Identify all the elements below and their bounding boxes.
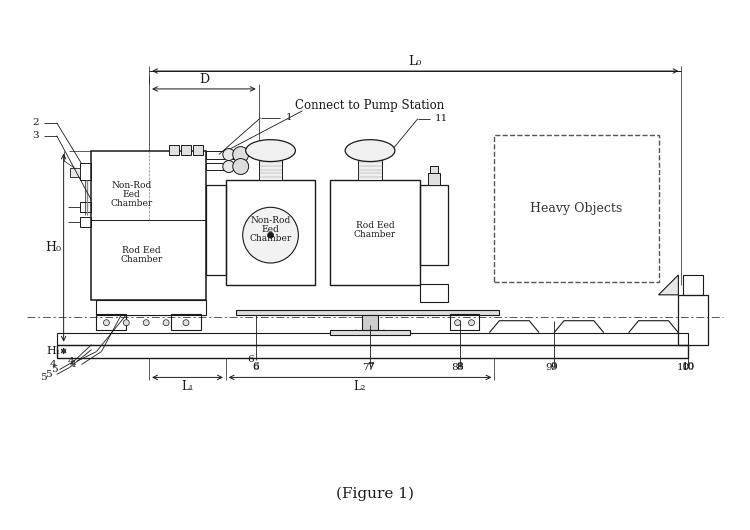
Bar [70,167,80,178]
Circle shape [243,207,298,263]
Circle shape [232,147,249,163]
Text: Non-Rod: Non-Rod [111,181,152,190]
Bar [330,180,420,285]
Text: Chamber: Chamber [120,254,162,263]
Bar [679,295,708,344]
Text: 6: 6 [248,355,254,364]
Bar [427,173,439,185]
Text: 8: 8 [456,363,463,372]
Bar [193,145,203,155]
Bar [92,151,206,300]
Text: 8: 8 [456,362,463,371]
Circle shape [223,161,235,172]
Bar [226,180,315,285]
Bar [358,158,382,180]
Bar [80,163,92,180]
Ellipse shape [345,140,395,162]
Bar [420,186,448,265]
Bar [420,284,448,302]
Circle shape [232,158,249,174]
Text: 2: 2 [32,118,39,127]
Text: Chamber: Chamber [110,199,152,208]
Circle shape [469,320,475,325]
Bar [206,186,226,275]
Bar [330,330,410,334]
Text: L₀: L₀ [409,55,422,67]
Bar [97,314,126,330]
Text: 6: 6 [252,362,259,371]
Text: H₀: H₀ [46,241,62,254]
Text: 10: 10 [676,363,690,372]
Text: L₂: L₂ [354,380,366,393]
Bar [449,314,479,330]
Text: Chamber: Chamber [250,234,292,243]
Text: L₁: L₁ [182,380,194,393]
Text: Rod Eed: Rod Eed [356,220,395,229]
Text: 8: 8 [452,363,458,372]
Bar [236,310,500,315]
Bar [57,333,689,344]
Ellipse shape [246,140,296,162]
Text: 4: 4 [68,357,74,366]
Text: 5: 5 [51,365,58,374]
Text: 1: 1 [286,113,292,122]
Bar [171,314,201,330]
Text: 4: 4 [50,360,57,369]
Bar [494,135,658,282]
Bar [430,165,438,173]
Text: 11: 11 [435,114,448,123]
Text: Eed: Eed [122,190,140,199]
Bar [181,145,191,155]
Text: Chamber: Chamber [354,229,396,239]
Text: 6: 6 [252,363,259,372]
Text: 9: 9 [550,362,557,371]
Text: 7: 7 [362,363,368,372]
Circle shape [268,232,274,238]
Circle shape [143,320,149,325]
Text: 4: 4 [70,360,76,369]
Bar [206,151,236,158]
Text: 3: 3 [32,131,39,140]
Text: 9: 9 [546,363,553,372]
Text: 9: 9 [550,363,557,372]
Bar [80,202,92,213]
Text: Rod Eed: Rod Eed [122,245,160,254]
Bar [206,163,236,171]
Text: D: D [199,74,209,86]
Circle shape [223,148,235,161]
Text: 10: 10 [682,363,695,372]
Text: (Figure 1): (Figure 1) [336,487,414,501]
Bar [362,315,378,330]
Bar [57,344,689,358]
Text: Heavy Objects: Heavy Objects [530,202,622,215]
Circle shape [183,320,189,325]
Text: Non-Rod: Non-Rod [251,216,291,225]
Text: 7: 7 [367,363,374,372]
Circle shape [163,320,169,325]
Circle shape [104,320,110,325]
Bar [259,158,283,180]
Circle shape [454,320,460,325]
Polygon shape [658,275,679,295]
Text: 10: 10 [682,362,695,371]
Circle shape [123,320,129,325]
Text: 5: 5 [45,370,52,379]
Bar [97,300,206,315]
Bar [169,145,179,155]
Text: 5: 5 [40,373,46,382]
Text: H₁: H₁ [46,346,61,356]
Bar [80,217,92,227]
Text: Eed: Eed [262,225,280,234]
Text: Connect to Pump Station: Connect to Pump Station [296,99,445,112]
Text: 7: 7 [367,362,374,371]
Bar [683,275,703,295]
